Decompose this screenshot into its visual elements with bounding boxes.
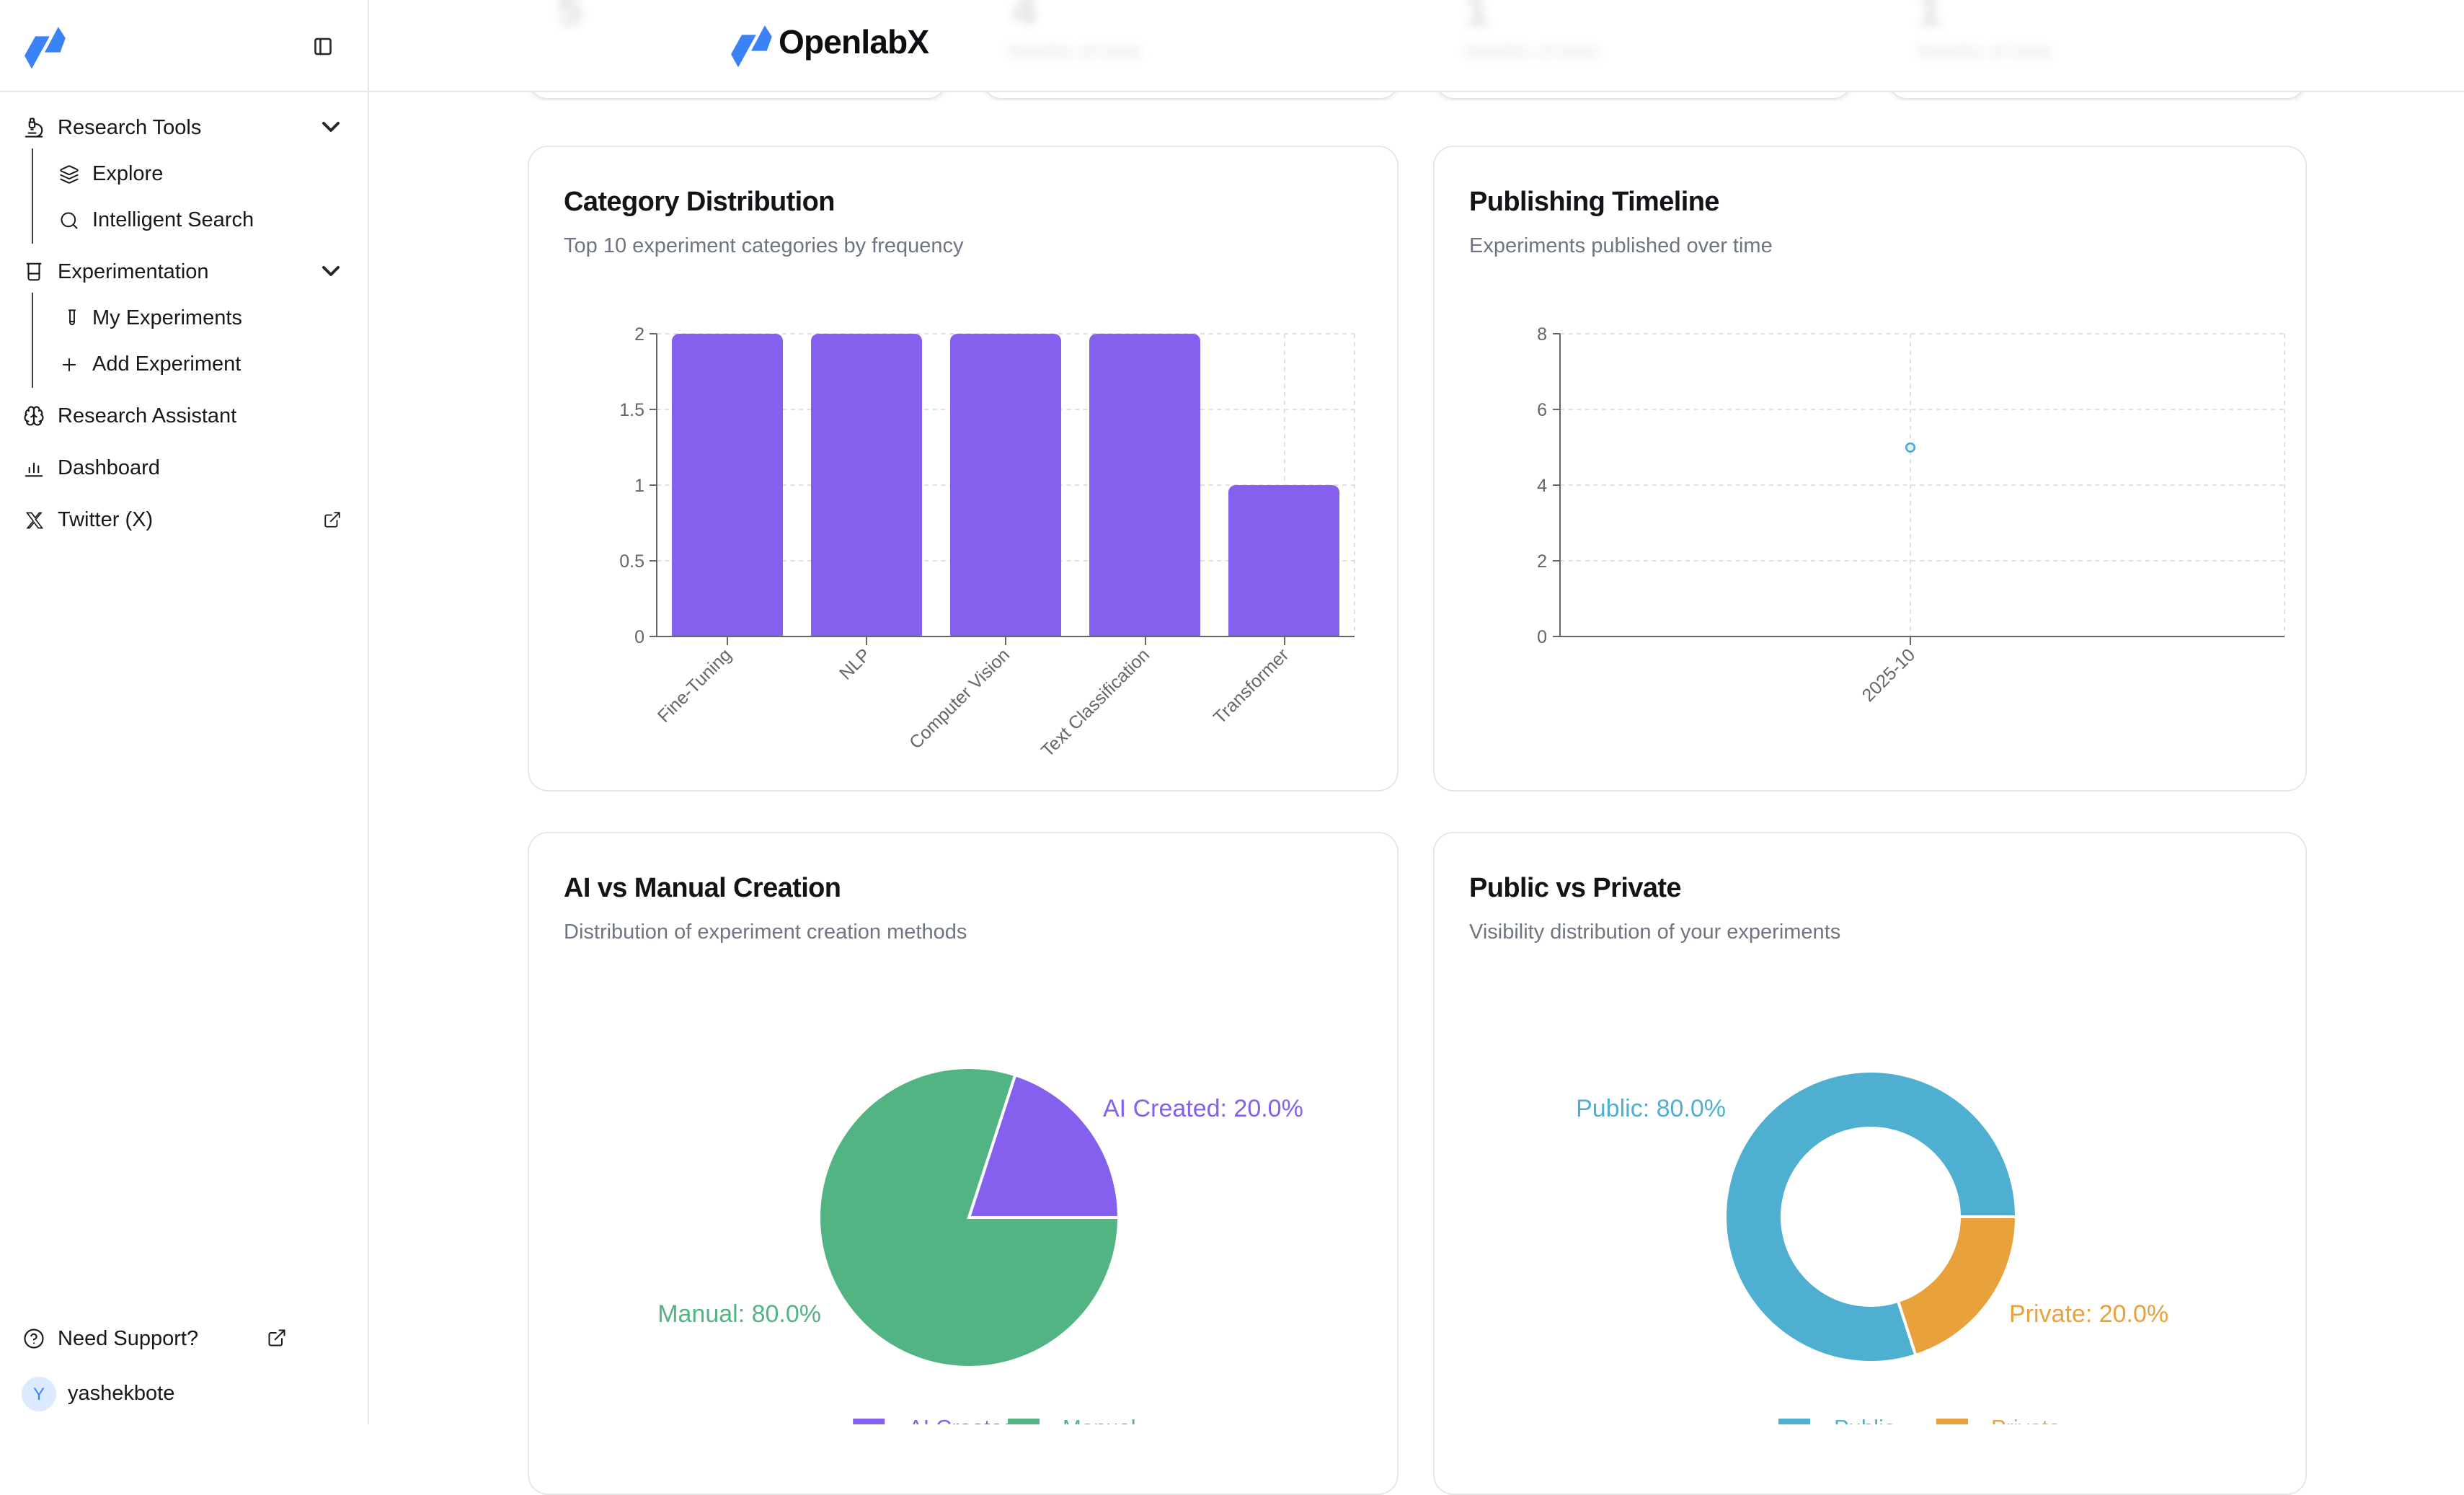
- svg-text:8: 8: [1537, 324, 1547, 345]
- svg-text:Manual: 80.0%: Manual: 80.0%: [657, 1300, 821, 1328]
- svg-text:1: 1: [634, 476, 644, 496]
- svg-text:0.5: 0.5: [619, 551, 644, 572]
- svg-text:1.5: 1.5: [619, 400, 644, 420]
- svg-text:6: 6: [1537, 400, 1547, 420]
- svg-text:Private: Private: [1991, 1415, 2060, 1424]
- svg-text:Public: 80.0%: Public: 80.0%: [1576, 1095, 1726, 1122]
- svg-text:AI Created: 20.0%: AI Created: 20.0%: [1103, 1095, 1303, 1122]
- svg-text:0: 0: [1537, 627, 1547, 647]
- svg-text:NLP: NLP: [836, 644, 874, 683]
- svg-text:2: 2: [634, 324, 644, 345]
- svg-text:AI Created: AI Created: [908, 1415, 1015, 1424]
- svg-text:Transformer: Transformer: [1210, 644, 1293, 727]
- svg-text:Fine-Tuning: Fine-Tuning: [654, 644, 735, 726]
- svg-text:2025-10: 2025-10: [1858, 644, 1920, 706]
- svg-text:Private: 20.0%: Private: 20.0%: [2009, 1300, 2168, 1328]
- svg-text:Computer Vision: Computer Vision: [905, 644, 1014, 753]
- svg-text:4: 4: [1537, 476, 1547, 496]
- svg-text:Text Classification: Text Classification: [1037, 644, 1153, 760]
- svg-text:0: 0: [634, 627, 644, 647]
- svg-text:Public: Public: [1834, 1415, 1894, 1424]
- svg-text:Manual: Manual: [1063, 1415, 1136, 1424]
- svg-text:2: 2: [1537, 551, 1547, 572]
